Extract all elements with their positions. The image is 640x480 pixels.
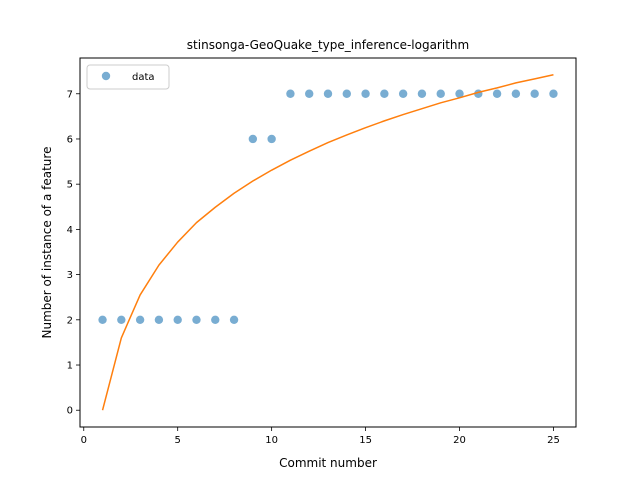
y-axis-label: Number of instance of a feature <box>40 147 54 339</box>
legend-label-data: data <box>132 72 155 83</box>
y-tick-label: 5 <box>67 180 73 191</box>
data-point <box>135 315 145 325</box>
data-point <box>286 89 295 98</box>
data-point <box>117 315 126 325</box>
data-point <box>211 315 220 325</box>
y-tick-label: 6 <box>67 134 73 145</box>
x-tick-label: 20 <box>453 435 466 446</box>
y-tick-label: 3 <box>67 270 73 281</box>
data-point <box>549 89 558 98</box>
legend: data <box>86 64 170 90</box>
y-tick-label: 1 <box>67 361 73 372</box>
data-point <box>511 89 521 98</box>
x-axis-label: Commit number <box>279 456 377 470</box>
x-tick-label: 0 <box>81 435 87 446</box>
y-axis: 0 1 2 3 4 5 6 7 <box>67 89 80 417</box>
plot-area <box>98 74 558 411</box>
data-point <box>192 315 201 325</box>
data-point <box>98 315 107 325</box>
chart-title: stinsonga-GeoQuake_type_inference-logari… <box>187 38 469 52</box>
data-point <box>323 89 333 98</box>
data-point <box>398 89 408 98</box>
y-tick-label: 2 <box>67 315 73 326</box>
data-point <box>267 134 276 144</box>
data-point <box>530 89 539 98</box>
data-point <box>417 89 427 98</box>
legend-box <box>86 64 170 90</box>
y-tick-label: 4 <box>67 225 73 236</box>
data-point <box>305 89 314 98</box>
x-axis: 0 5 10 15 20 25 <box>81 427 560 446</box>
data-point <box>436 89 445 98</box>
x-tick-label: 15 <box>359 435 372 446</box>
data-point <box>492 89 502 98</box>
data-point <box>361 89 370 98</box>
data-point <box>342 89 351 98</box>
axes-frame <box>79 57 577 428</box>
data-point <box>229 315 239 325</box>
x-tick-label: 25 <box>547 435 560 446</box>
data-point <box>173 315 182 325</box>
y-tick-label: 7 <box>67 89 73 100</box>
fit-line <box>101 74 554 411</box>
data-point <box>154 315 164 325</box>
x-tick-label: 10 <box>265 435 278 446</box>
data-point <box>248 134 258 144</box>
legend-marker-data <box>101 71 111 81</box>
x-tick-label: 5 <box>175 435 181 446</box>
data-point <box>380 89 389 98</box>
y-tick-label: 0 <box>67 406 73 417</box>
data-point <box>455 89 464 98</box>
